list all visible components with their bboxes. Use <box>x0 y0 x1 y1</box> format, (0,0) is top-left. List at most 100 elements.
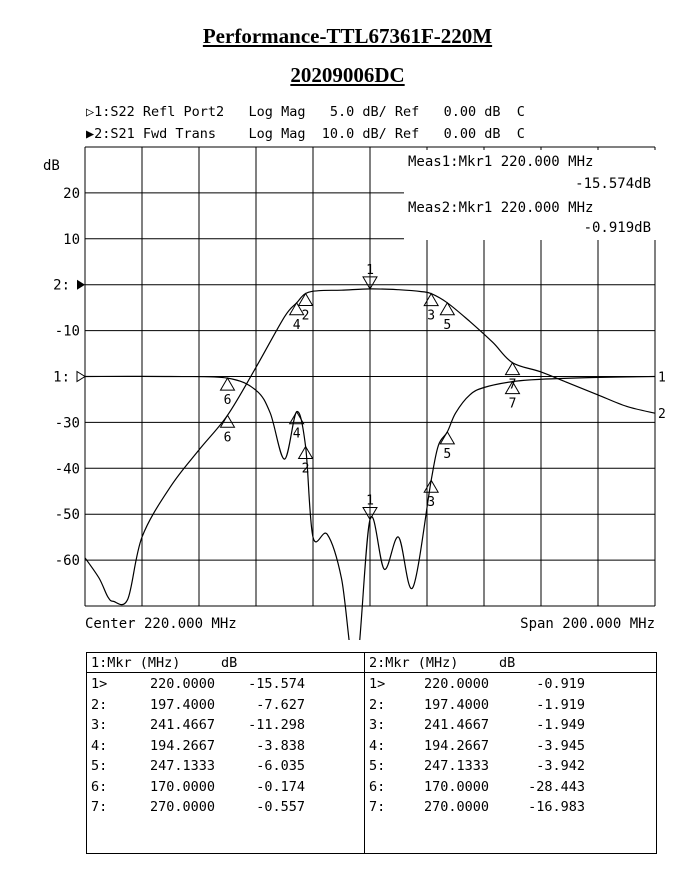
y-tick-label: -50 <box>55 507 80 523</box>
marker-3: 3 <box>423 479 440 510</box>
center-frequency-label: Center 220.000 MHz <box>85 616 237 632</box>
svg-text:2: 2 <box>302 309 310 324</box>
svg-text:2: 2 <box>302 462 310 477</box>
y-tick-label: -40 <box>55 461 80 477</box>
marker-frequency: 170.0000 <box>423 778 489 795</box>
y-unit-label: dB <box>43 158 60 174</box>
ref-label-trace1: 1: <box>53 370 70 386</box>
marker-value: -3.942 <box>536 758 585 774</box>
marker-id: 7: <box>91 799 108 815</box>
y-tick-label: -10 <box>55 324 80 340</box>
marker-id: 3: <box>91 717 108 733</box>
marker-id: 2: <box>91 696 108 713</box>
marker-frequency: 270.0000 <box>423 799 489 815</box>
svg-text:3: 3 <box>427 309 435 324</box>
span-label: Span 200.000 MHz <box>520 616 655 632</box>
marker-value: -0.174 <box>256 778 305 795</box>
marker-table-trace1: 1:Mkr (MHz) dB 1> 220.0000 -15.574 2: 197.40… <box>86 652 365 854</box>
y-tick-label: -30 <box>55 415 80 431</box>
trace2-header: ▶2:S21 Fwd Trans Log Mag 10.0 dB/ Ref 0.… <box>86 126 525 142</box>
y-tick-label: 20 <box>63 186 80 202</box>
marker-7: 7 <box>504 361 521 393</box>
svg-text:4: 4 <box>293 318 301 333</box>
marker-frequency: 241.4667 <box>423 717 489 733</box>
svg-text:1: 1 <box>366 493 374 508</box>
measurement-readout: Meas1:Mkr1 220.000 MHz -15.574dB Meas2:M… <box>404 150 656 240</box>
table-divider <box>365 672 656 673</box>
marker-value: -6.035 <box>256 758 305 774</box>
trace-end-label: 1 <box>658 371 666 386</box>
svg-text:6: 6 <box>224 430 232 445</box>
marker-id: 3: <box>369 717 386 733</box>
marker-value: -7.627 <box>256 696 305 713</box>
table-header: 2:Mkr (MHz) dB <box>369 655 516 671</box>
marker-value: -16.983 <box>528 799 585 815</box>
trace1-header: ▷1:S22 Refl Port2 Log Mag 5.0 dB/ Ref 0.… <box>86 104 525 120</box>
marker-id: 5: <box>369 758 386 774</box>
meas1-line2: -15.574dB <box>575 176 651 192</box>
marker-1: 1 <box>362 263 378 290</box>
marker-value: -1.949 <box>536 717 585 733</box>
svg-text:7: 7 <box>509 397 517 412</box>
meas2-line2: -0.919dB <box>584 220 651 236</box>
marker-frequency: 197.4000 <box>423 696 489 713</box>
marker-frequency: 241.4667 <box>149 717 215 733</box>
trace-end-label: 2 <box>658 407 666 422</box>
chart-subtitle: 20209006DC <box>290 63 405 87</box>
svg-text:6: 6 <box>224 393 232 408</box>
marker-frequency: 197.4000 <box>149 696 215 713</box>
marker-value: -1.919 <box>536 696 585 713</box>
marker-table-trace2: 2:Mkr (MHz) dB 1> 220.0000 -0.919 2: 197.400… <box>364 652 657 854</box>
y-tick-label: 10 <box>63 232 80 248</box>
chart-title: Performance-TTL67361F-220M <box>202 24 493 48</box>
marker-id: 6: <box>369 778 386 795</box>
svg-text:5: 5 <box>443 447 451 462</box>
marker-6: 6 <box>219 414 236 445</box>
ref-arrow-trace1 <box>76 370 86 383</box>
marker-id: 1> <box>369 676 386 692</box>
ref-label-trace2: 2: <box>53 278 70 294</box>
svg-text:4: 4 <box>293 427 301 442</box>
marker-4: 4 <box>288 410 305 442</box>
svg-text:1: 1 <box>366 263 374 278</box>
table-header: 1:Mkr (MHz) dB <box>91 655 238 671</box>
marker-5: 5 <box>439 430 456 462</box>
svg-text:5: 5 <box>443 318 451 333</box>
marker-value: -3.838 <box>256 737 305 754</box>
marker-value: -15.574 <box>248 676 305 692</box>
marker-7: 7 <box>504 380 521 412</box>
marker-5: 5 <box>439 301 456 333</box>
marker-4: 4 <box>288 301 305 333</box>
marker-frequency: 247.1333 <box>423 758 489 774</box>
marker-frequency: 270.0000 <box>149 799 215 815</box>
marker-value: -28.443 <box>528 778 585 795</box>
table-divider <box>87 672 364 673</box>
svg-text:7: 7 <box>509 378 517 393</box>
marker-frequency: 247.1333 <box>149 758 215 774</box>
marker-frequency: 220.0000 <box>149 676 215 692</box>
marker-id: 4: <box>91 737 108 754</box>
marker-1: 1 <box>362 493 378 521</box>
meas-box <box>404 150 656 240</box>
marker-id: 6: <box>91 778 108 795</box>
meas2-line1: Meas2:Mkr1 220.000 MHz <box>408 200 593 216</box>
marker-2: 2 <box>297 292 314 324</box>
marker-3: 3 <box>423 292 440 324</box>
svg-text:3: 3 <box>427 495 435 510</box>
y-tick-label: -60 <box>55 553 80 569</box>
marker-frequency: 194.2667 <box>149 737 215 754</box>
marker-value: -3.945 <box>536 737 585 754</box>
trace-s21 <box>84 288 656 606</box>
marker-id: 1> <box>91 676 108 692</box>
marker-value: -11.298 <box>248 717 305 733</box>
marker-id: 4: <box>369 737 386 754</box>
marker-6: 6 <box>219 377 236 408</box>
marker-frequency: 220.0000 <box>423 676 489 692</box>
marker-frequency: 170.0000 <box>149 778 215 795</box>
markers: 1 2 1 2 3 4 5 6 7 1 2 3 4 5 6 7 <box>219 263 666 521</box>
marker-2: 2 <box>297 445 314 477</box>
marker-id: 2: <box>369 696 386 713</box>
marker-id: 7: <box>369 799 386 815</box>
